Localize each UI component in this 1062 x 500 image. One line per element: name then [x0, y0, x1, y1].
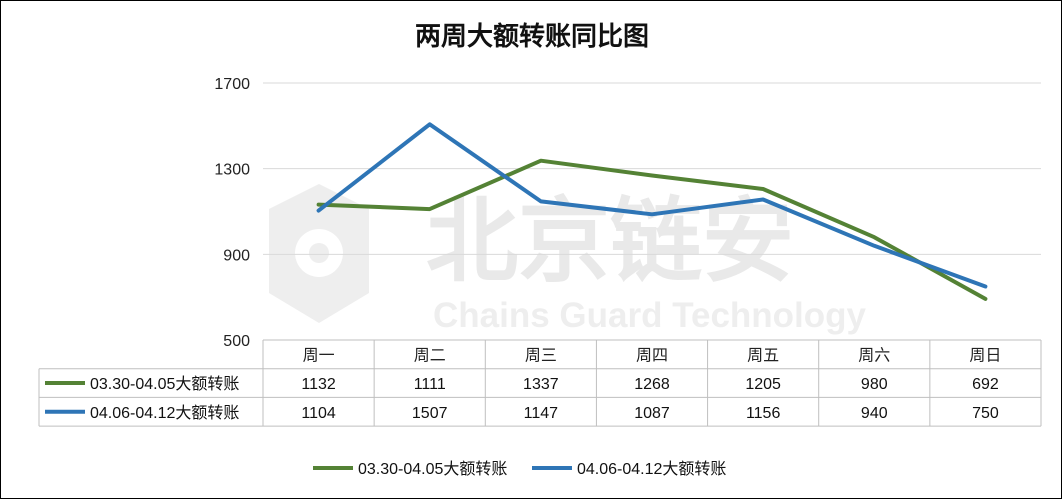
category-label: 周一: [303, 345, 335, 364]
table-cell-value: 1087: [634, 405, 670, 422]
table-series-name: 03.30-04.05大额转账: [90, 375, 239, 393]
watermark-en-text: Chains Guard Technology: [433, 296, 867, 335]
table-cell-value: 692: [972, 376, 999, 393]
category-label: 周六: [858, 345, 890, 364]
category-label: 周日: [969, 345, 1001, 364]
table-cell-value: 1268: [634, 376, 670, 393]
table-cell-value: 1104: [301, 405, 336, 422]
table-cell-value: 750: [972, 405, 999, 422]
legend-label: 03.30-04.05大额转账: [358, 460, 507, 478]
table-cell-value: 980: [861, 376, 888, 393]
table-cell-value: 1156: [746, 405, 781, 422]
table-cell-value: 1111: [414, 376, 446, 393]
table-cell-value: 1132: [301, 376, 336, 393]
table-series-name: 04.06-04.12大额转账: [90, 404, 239, 422]
table-cell-value: 1337: [523, 376, 559, 393]
y-tick-label: 900: [223, 247, 250, 264]
y-tick-label: 1700: [214, 76, 250, 93]
category-label: 周四: [636, 345, 668, 364]
table-cell-value: 1205: [745, 376, 781, 393]
data-table: 周一 周二 周三 周四 周五 周六 周日 03.30-04.05大额转账 1132 1111 133…: [39, 340, 1041, 426]
category-label: 周五: [747, 345, 779, 364]
chart-title: 两周大额转账同比图: [415, 22, 649, 52]
y-tick-label: 1300: [214, 162, 250, 179]
category-label: 周二: [414, 345, 446, 364]
legend-label: 04.06-04.12大额转账: [577, 460, 726, 478]
table-cell-value: 940: [861, 405, 888, 422]
table-cell-value: 1147: [524, 405, 559, 422]
y-axis: 1700 1300 900 500: [214, 76, 250, 350]
category-label: 周三: [525, 345, 557, 364]
y-tick-label: 500: [223, 333, 250, 350]
legend: 03.30-04.05大额转账 04.06-04.12大额转账: [313, 460, 726, 478]
table-cell-value: 1507: [412, 405, 448, 422]
